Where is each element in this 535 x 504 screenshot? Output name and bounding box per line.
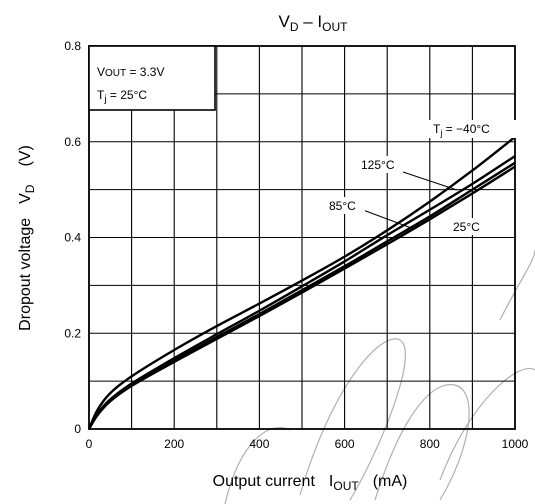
plot-frame	[88, 45, 516, 430]
watermark	[224, 249, 535, 504]
y-tick-label: 0.2	[64, 326, 81, 340]
label-125: 125°C	[361, 158, 395, 172]
conditions-box	[88, 45, 216, 111]
y-tick-label: 0	[74, 422, 81, 436]
x-tick-label: 1000	[502, 437, 529, 451]
y-tick-labels: 0 0.2 0.4 0.6 0.8	[64, 39, 81, 436]
curves	[87, 136, 516, 430]
x-tick-labels: 0 200 400 600 800 1000	[86, 437, 529, 451]
series-line	[87, 136, 516, 430]
leader-85	[362, 209, 415, 230]
series-annotations: Tj = −40°C 125°C 85°C 25°C	[327, 120, 520, 235]
label-85: 85°C	[329, 199, 356, 213]
label-tj-minus40: Tj = −40°C	[433, 122, 490, 138]
series-line	[87, 165, 516, 430]
condition-vout: VOUT = 3.3V	[97, 65, 165, 79]
y-tick-label: 0.8	[64, 39, 81, 53]
x-tick-label: 0	[86, 437, 93, 451]
y-axis-title: Dropout voltageVD(V)	[17, 145, 37, 331]
x-tick-label: 400	[249, 437, 269, 451]
chart-title: VD – IOUT	[279, 12, 349, 34]
condition-tj: Tj = 25°C	[97, 88, 147, 105]
x-tick-label: 800	[420, 437, 440, 451]
leader-125	[396, 169, 458, 191]
x-tick-label: 600	[335, 437, 355, 451]
x-tick-label: 200	[164, 437, 184, 451]
x-axis-title: Output current IOUT (mA)	[213, 473, 408, 493]
y-tick-label: 0.4	[64, 231, 81, 245]
y-tick-label: 0.6	[64, 135, 81, 149]
label-25: 25°C	[453, 220, 480, 234]
